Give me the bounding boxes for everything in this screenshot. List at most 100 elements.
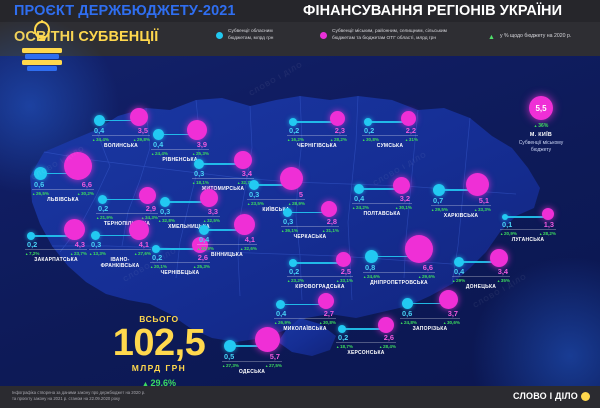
footer-bar: Інфографіка створена за даними закону пр…	[0, 386, 600, 408]
oblast-value: 0,4	[276, 309, 287, 318]
oblast-value: 0,3	[91, 240, 102, 249]
legend-label-oblast: Субвенції обласним бюджетам, млрд грн	[228, 29, 274, 41]
local-bubble	[64, 219, 85, 240]
local-value: 2,6	[383, 333, 394, 342]
header-title-left: ПРОЄКТ ДЕРЖБЮДЖЕТУ-2021	[14, 3, 236, 19]
oblast-value: 0,1	[502, 220, 513, 229]
total-unit: МЛРД ГРН	[131, 363, 187, 374]
local-growth: 28,2%	[330, 137, 347, 143]
header-subtitle-bar: ОСВІТНІ СУБВЕНЦІЇ	[0, 22, 600, 56]
total-label: ВСЬОГО	[139, 314, 179, 324]
local-value: 5	[298, 190, 303, 199]
local-value: 2,7	[323, 309, 334, 318]
region-growth: 18,7% 28,4%	[336, 343, 396, 349]
region-marker: 0,3 2,8 36,1% 31,1%ЧЕРКАСЬКА	[281, 183, 339, 241]
bubble-connector	[102, 198, 148, 201]
region-bubbles	[452, 233, 510, 267]
region-bubbles	[287, 92, 347, 126]
value-divider	[89, 249, 151, 251]
region-marker: 0,2 4,3 7,2% 23,7%ЗАКАРПАТСЬКА	[25, 206, 87, 264]
region-values: 0,5 5,7	[222, 352, 282, 361]
region-growth: 36,1% 31,1%	[281, 227, 339, 233]
value-divider	[281, 226, 339, 228]
bubble-connector	[293, 262, 344, 264]
region-marker: 0,5 5,7 27,3% 27,5%ОДЕСЬКА	[222, 318, 282, 376]
oblast-bubble	[283, 208, 292, 217]
oblast-value: 0,2	[98, 204, 109, 213]
region-name: РІВНЕНСЬКА	[162, 157, 198, 163]
local-bubble	[466, 173, 489, 196]
local-value: 2,9	[145, 204, 156, 213]
total-change: 29,6%	[92, 378, 226, 388]
blue-dot-icon	[216, 32, 223, 39]
region-name: ЧЕРНІГІВСЬКА	[297, 143, 337, 149]
region-marker: 0,2 2,9 21,9% 34,3%ТЕРНОПІЛЬСЬКА	[96, 170, 158, 228]
kyiv-city-growth: 36%	[498, 123, 584, 129]
oblast-growth: 29%	[452, 278, 465, 284]
region-bubbles	[500, 186, 556, 220]
value-divider	[363, 272, 435, 274]
local-growth: 30,2%	[77, 191, 94, 197]
region-bubbles	[32, 146, 94, 180]
region-values: 0,4 3,5	[92, 126, 150, 135]
oblast-bubble	[34, 167, 47, 180]
bubble-connector	[158, 133, 197, 136]
legend-label-growth: у % щодо бюджету на 2020 р.	[499, 33, 572, 39]
oblast-bubble	[153, 129, 164, 140]
local-value: 6,6	[422, 263, 433, 272]
value-divider	[151, 149, 209, 151]
region-values: 0,7 5,1	[431, 196, 491, 205]
region-values: 0,2 2,3	[287, 126, 347, 135]
local-value: 4,1	[138, 240, 149, 249]
region-name: ЧЕРНІВЕЦЬКА	[160, 270, 200, 276]
oblast-value: 0,2	[338, 333, 349, 342]
region-values: 0,6 6,6	[32, 180, 94, 189]
region-bubbles	[89, 206, 151, 240]
local-bubble	[490, 249, 508, 267]
value-divider	[362, 135, 418, 137]
region-name: МИКОЛАЇВСЬКА	[283, 326, 327, 332]
oblast-value: 0,2	[364, 126, 375, 135]
local-bubble	[439, 290, 458, 309]
local-value: 2,5	[340, 267, 351, 276]
local-growth: 29,8%	[133, 137, 150, 143]
local-bubble	[129, 220, 149, 240]
local-value: 3,5	[137, 126, 148, 135]
region-name: ЛЬВІВСЬКА	[47, 197, 79, 203]
oblast-growth: 27,3%	[222, 363, 239, 369]
local-bubble	[130, 108, 148, 126]
region-growth: 18,1% 32,7%	[192, 179, 254, 185]
local-bubble	[234, 214, 255, 235]
oblast-value: 0,4	[153, 140, 164, 149]
region-bubbles	[222, 318, 282, 352]
local-bubble	[255, 327, 280, 352]
region-name: ЖИТОМИРСЬКА	[201, 186, 245, 192]
oblast-bubble	[402, 298, 413, 309]
local-value: 2,6	[197, 253, 208, 262]
region-values: 0,6 3,7	[400, 309, 460, 318]
region-bubbles	[362, 92, 418, 126]
region-name: ЛУГАНСЬКА	[511, 237, 545, 243]
oblast-growth: 21,9%	[96, 215, 113, 221]
oblast-bubble	[365, 250, 378, 263]
value-divider	[287, 135, 347, 137]
local-growth: 27,5%	[265, 363, 282, 369]
region-bubbles	[400, 275, 460, 309]
oblast-growth: 34,4%	[92, 137, 109, 143]
region-marker: 0,3 3,4 18,1% 32,7%ЖИТОМИРСЬКА	[192, 135, 254, 193]
oblast-bubble	[249, 180, 259, 190]
local-growth: 29,6%	[418, 274, 435, 280]
region-name: ОДЕСЬКА	[238, 369, 266, 375]
region-values: 0,4 3,2	[352, 194, 412, 203]
oblast-growth: 23,2%	[287, 278, 304, 284]
oblast-value: 0,2	[27, 240, 38, 249]
oblast-bubble	[289, 118, 297, 126]
oblast-growth: 30,8%	[362, 137, 379, 143]
region-values: 0,4 2,7	[274, 309, 336, 318]
region-values: 0,4 3,9	[151, 140, 209, 149]
oblast-value: 0,4	[94, 126, 105, 135]
value-divider	[274, 318, 336, 320]
region-name: ДОНЕЦЬКА	[465, 284, 497, 290]
region-growth: 29,5% 33,3%	[431, 206, 491, 212]
